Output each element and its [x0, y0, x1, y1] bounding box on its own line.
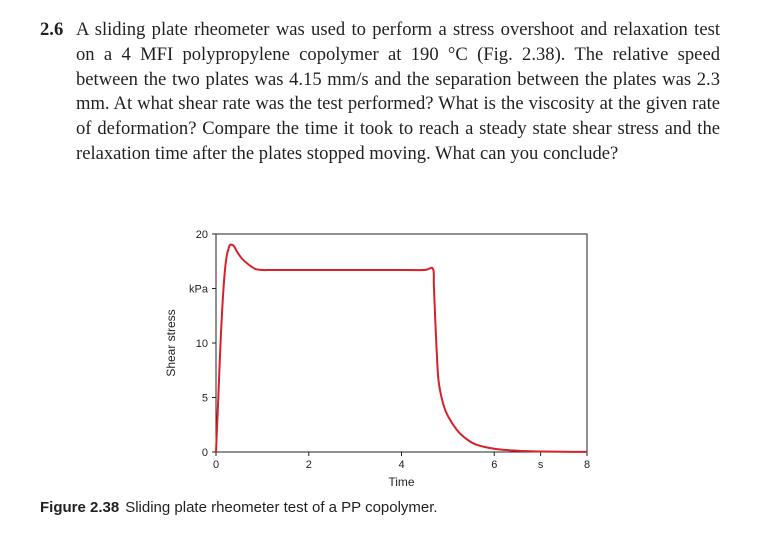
- problem-number: 2.6: [40, 19, 64, 40]
- x-tick-label: s: [538, 459, 544, 471]
- chart-plot: 0 2 4 6 s 8 0 5 10 kPa 20 Time Shear stress: [164, 229, 590, 489]
- x-tick-label: 6: [491, 459, 497, 471]
- x-axis-label: Time: [388, 475, 415, 489]
- figure-caption: Figure 2.38 Sliding plate rheometer test …: [40, 499, 438, 516]
- x-tick-label: 4: [398, 459, 404, 471]
- x-tick-label: 0: [213, 459, 219, 471]
- y-axis-label: Shear stress: [164, 309, 178, 376]
- figure-caption-text: Sliding plate rheometer test of a PP cop…: [125, 499, 438, 516]
- figure-label: Figure 2.38: [40, 499, 120, 516]
- plot-frame: [215, 233, 588, 453]
- problem-statement: 2.6 A sliding plate rheometer was used t…: [40, 18, 720, 167]
- y-tick-label: kPa: [189, 284, 209, 296]
- y-tick-label: 5: [202, 393, 208, 405]
- y-tick-label: 20: [196, 229, 208, 241]
- shear-stress-series-line: [215, 243, 588, 453]
- y-tick-label: 0: [202, 447, 208, 459]
- x-tick-label: 2: [306, 459, 312, 471]
- problem-text: A sliding plate rheometer was used to pe…: [76, 19, 720, 164]
- x-tick-label: 8: [584, 459, 590, 471]
- y-tick-label: 10: [196, 338, 208, 350]
